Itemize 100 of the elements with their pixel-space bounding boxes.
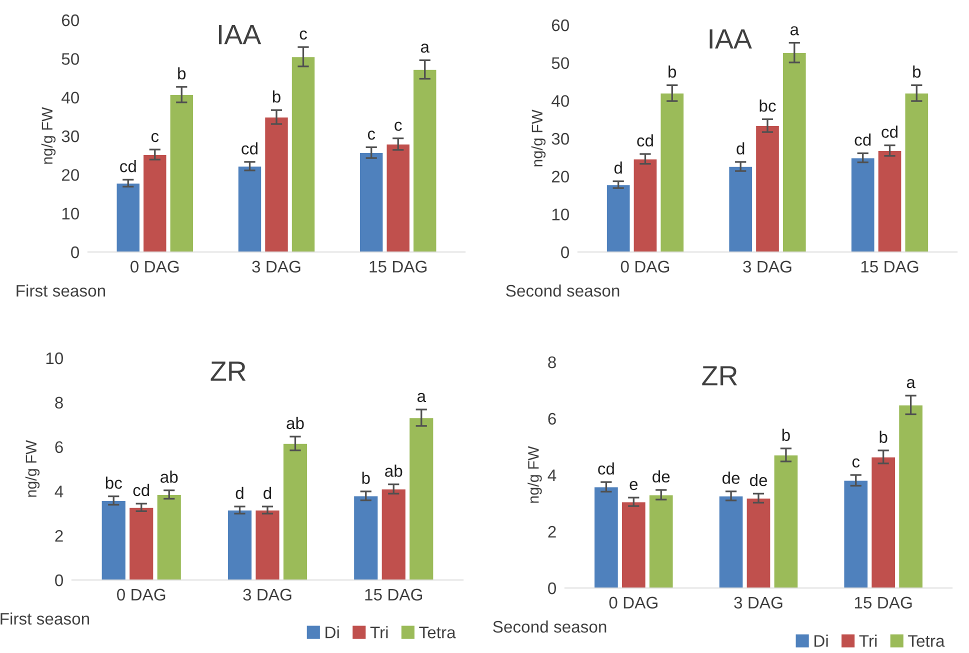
annotation: c xyxy=(368,130,376,140)
bar xyxy=(353,495,379,580)
annotation: ab xyxy=(385,464,402,477)
annotation: bc xyxy=(760,100,776,112)
annotation: ab xyxy=(286,416,304,430)
x-tick-label: 0 DAG xyxy=(609,596,658,609)
x-tick-label: 3 DAG xyxy=(743,260,792,273)
annotation: bc xyxy=(106,476,122,489)
annotation: a xyxy=(790,26,800,36)
y-tick-label: 2 xyxy=(548,526,556,538)
y-tick-label: 40 xyxy=(552,95,570,107)
bar xyxy=(594,486,619,588)
bar xyxy=(227,510,252,580)
y-tick-label: 10 xyxy=(46,352,64,364)
bar xyxy=(648,494,674,588)
bar xyxy=(632,158,658,252)
text: Second season xyxy=(506,284,620,297)
bar xyxy=(408,417,434,580)
y-tick-label: 4 xyxy=(54,486,64,498)
bar xyxy=(156,494,182,580)
x-tick-label: 15 DAG xyxy=(365,588,422,601)
annotation: b xyxy=(272,90,280,103)
bar xyxy=(142,154,168,252)
legend-label: Tetra xyxy=(908,635,945,647)
annotation: cd xyxy=(854,134,871,146)
legend-label: Tri xyxy=(859,634,877,647)
bar xyxy=(100,500,126,580)
y-tick-label: 4 xyxy=(548,470,556,482)
bar xyxy=(850,157,876,252)
y-tick-label: 30 xyxy=(552,132,570,145)
annotation: c xyxy=(852,458,860,468)
bar xyxy=(282,443,308,580)
chart-title: ZR xyxy=(702,366,738,386)
annotation: cd xyxy=(242,142,258,154)
bar xyxy=(878,150,902,252)
annotation: b xyxy=(880,430,888,443)
y-tick-label: 6 xyxy=(55,441,63,454)
bar xyxy=(718,495,744,588)
bar xyxy=(870,456,896,588)
bar xyxy=(254,510,280,580)
x-tick-label: 3 DAG xyxy=(243,588,292,601)
bar xyxy=(746,498,772,588)
annotation: de xyxy=(750,474,768,486)
x-tick-label: 3 DAG xyxy=(252,260,300,273)
annotation: cd xyxy=(882,126,898,138)
x-tick-label: 3 DAG xyxy=(734,596,782,609)
x-tick-label: 0 DAG xyxy=(620,260,670,273)
annotation: cd xyxy=(133,484,150,496)
annotation: d xyxy=(614,162,622,174)
annotation: cd xyxy=(120,160,136,172)
bar xyxy=(606,184,631,252)
bar xyxy=(238,166,262,252)
annotation: de xyxy=(722,472,740,484)
x-tick-label: 15 DAG xyxy=(370,260,427,273)
bar xyxy=(359,152,384,252)
x-tick-label: 0 DAG xyxy=(130,260,179,273)
bar xyxy=(898,404,924,588)
annotation: cd xyxy=(637,134,653,147)
y-axis-title: ng/g FW xyxy=(41,107,56,164)
annotation: d xyxy=(264,486,272,500)
y-tick-label: 20 xyxy=(62,169,80,181)
bar xyxy=(381,488,406,580)
y-tick-label: 50 xyxy=(552,57,570,70)
y-tick-label: 40 xyxy=(62,92,80,104)
y-tick-label: 60 xyxy=(62,14,80,26)
annotation: de xyxy=(652,470,670,483)
y-axis-title: ng/g FW xyxy=(528,446,542,503)
y-axis-title: ng/g FW xyxy=(531,110,546,166)
annotation: cd xyxy=(598,462,614,475)
annotation: a xyxy=(417,392,426,402)
y-tick-label: 60 xyxy=(552,19,570,32)
bar xyxy=(660,92,684,252)
annotation: c xyxy=(300,30,307,40)
y-tick-label: 0 xyxy=(548,582,556,594)
legend-label: Tri xyxy=(370,626,388,638)
annotation: d xyxy=(236,486,244,500)
bar xyxy=(904,92,929,252)
annotation: b xyxy=(178,67,186,80)
annotation: d xyxy=(736,142,744,154)
annotation: b xyxy=(668,65,676,78)
bar xyxy=(621,501,646,588)
bar xyxy=(728,166,753,252)
bar xyxy=(264,116,289,252)
text: First season xyxy=(16,284,106,297)
bar xyxy=(755,125,780,252)
annotation: a xyxy=(420,44,430,53)
bar xyxy=(843,480,868,588)
annotation: b xyxy=(362,472,370,484)
y-tick-label: 0 xyxy=(561,246,570,258)
annotation: c xyxy=(151,132,159,142)
y-tick-label: 20 xyxy=(552,170,570,183)
y-tick-label: 2 xyxy=(55,530,63,542)
bar xyxy=(169,94,194,252)
bar xyxy=(412,69,438,252)
y-tick-label: 10 xyxy=(62,208,80,220)
y-tick-label: 30 xyxy=(62,130,80,142)
x-tick-label: 0 DAG xyxy=(117,588,166,601)
bar xyxy=(782,52,807,252)
bar xyxy=(291,56,316,252)
bar xyxy=(128,506,154,580)
